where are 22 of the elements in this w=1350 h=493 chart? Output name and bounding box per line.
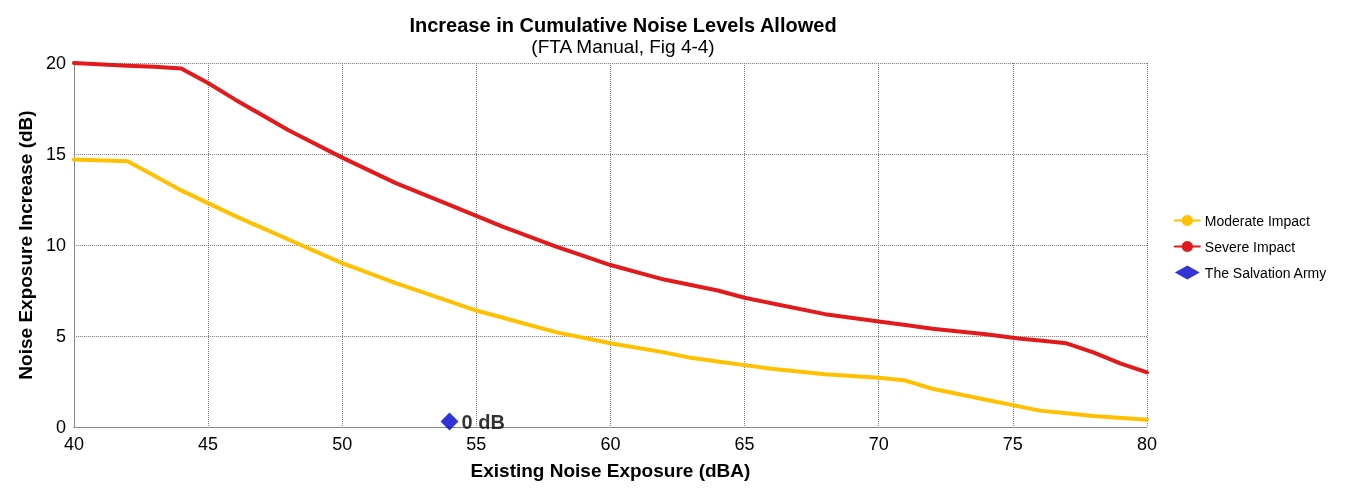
x-tick-label: 60 — [600, 434, 621, 454]
chart-subtitle: (FTA Manual, Fig 4-4) — [531, 36, 715, 57]
y-tick-label: 15 — [45, 144, 66, 164]
legend-label: The Salvation Army — [1204, 264, 1327, 281]
x-tick-label: 70 — [868, 434, 889, 454]
x-axis-title: Existing Noise Exposure (dBA) — [470, 460, 751, 481]
annotation: 0 dB — [461, 410, 505, 433]
x-tick-label: 50 — [332, 434, 353, 454]
y-axis-title: Noise Exposure Increase (dB) — [15, 110, 36, 380]
chart-title: Increase in Cumulative Noise Levels Allowed — [409, 14, 837, 36]
x-tick-label: 75 — [1002, 434, 1023, 454]
y-tick-label: 20 — [45, 53, 66, 73]
y-tick-label: 5 — [55, 326, 66, 346]
legend-label: Severe Impact — [1204, 238, 1296, 255]
y-tick-label: 0 — [55, 417, 66, 437]
legend-label: Moderate Impact — [1204, 212, 1310, 229]
x-tick-label: 40 — [63, 434, 84, 454]
x-tick-label: 45 — [198, 434, 219, 454]
x-tick-label: 55 — [466, 434, 487, 454]
x-tick-label: 80 — [1136, 434, 1158, 454]
x-tick-label: 65 — [734, 434, 755, 454]
y-tick-label: 10 — [45, 235, 66, 255]
